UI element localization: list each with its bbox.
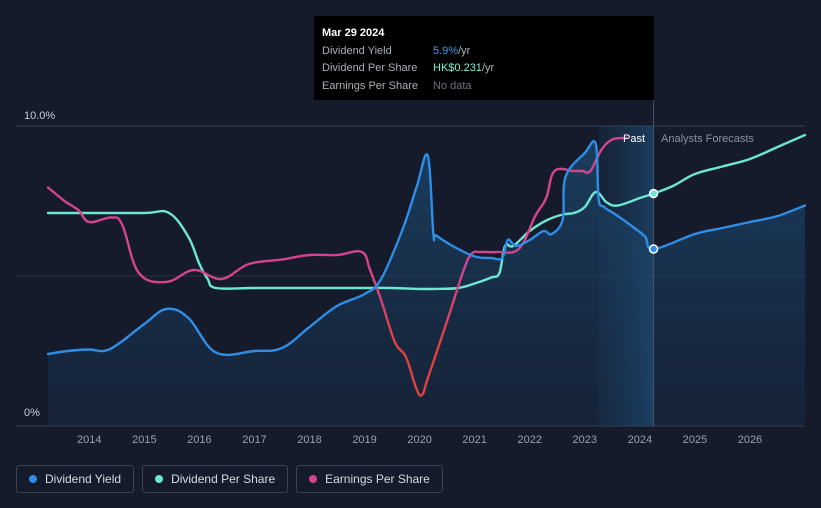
tooltip-value: 5.9% <box>433 44 459 57</box>
hover-markers <box>648 188 659 254</box>
tooltip-label: Dividend Per Share <box>322 62 418 74</box>
x-tick-label: 2015 <box>132 434 156 446</box>
legend-dividend-per-share[interactable]: Dividend Per Share <box>142 465 289 493</box>
past-region-shade <box>598 126 654 426</box>
marker-dividend-yield <box>648 244 659 254</box>
tooltip-label: Dividend Yield <box>322 44 392 57</box>
tooltip: Mar 29 2024 Dividend Yield 5.9% /yr Divi… <box>314 16 654 100</box>
tooltip-label: Earnings Per Share <box>322 79 418 92</box>
legend-label: Earnings Per Share <box>325 472 430 486</box>
legend-label: Dividend Yield <box>45 472 122 486</box>
tooltip-date: Mar 29 2024 <box>322 27 385 39</box>
tooltip-value: No data <box>433 79 472 92</box>
axis-labels: 10.0% 0% 2014 2015 2016 2017 2018 2019 2020 2021 2… <box>24 110 762 446</box>
x-tick-label: 2026 <box>738 434 762 446</box>
tooltip-row-earnings-per-share: Earnings Per Share No data <box>322 78 646 96</box>
legend-dividend-yield[interactable]: Dividend Yield <box>16 465 135 493</box>
x-tick-label: 2021 <box>462 434 486 446</box>
x-tick-label: 2023 <box>573 434 597 446</box>
series-line-dividend-yield <box>46 139 807 357</box>
x-tick-label: 2022 <box>517 434 541 446</box>
legend: Dividend Yield Dividend Per Share Earnin… <box>16 465 443 493</box>
x-tick-label: 2019 <box>352 434 376 446</box>
tooltip-row-dividend-yield: Dividend Yield 5.9% /yr <box>322 43 646 61</box>
x-tick-label: 2018 <box>297 434 321 446</box>
analysts-forecasts-label: Analysts Forecasts <box>661 133 754 145</box>
y-tick-label: 0% <box>24 407 40 419</box>
x-tick-label: 2024 <box>628 434 652 446</box>
legend-dot-icon <box>155 475 164 483</box>
marker-dividend-per-share <box>648 188 659 199</box>
series-line-earnings-per-share <box>46 136 628 397</box>
x-tick-label: 2025 <box>683 434 707 446</box>
tooltip-value: HK$0.231 <box>433 62 482 74</box>
y-tick-label: 10.0% <box>24 110 55 122</box>
past-label: Past <box>623 133 645 145</box>
x-tick-label: 2016 <box>187 434 211 446</box>
legend-label: Dividend Per Share <box>171 472 276 486</box>
x-tick-label: 2020 <box>407 434 431 446</box>
legend-earnings-per-share[interactable]: Earnings Per Share <box>296 465 443 493</box>
tooltip-row-dividend-per-share: Dividend Per Share HK$0.231 /yr <box>322 60 646 78</box>
x-tick-label: 2017 <box>242 434 266 446</box>
legend-dot-icon <box>309 475 318 483</box>
x-tick-label: 2014 <box>77 434 101 446</box>
tooltip-unit: /yr <box>481 62 495 74</box>
legend-dot-icon <box>29 475 37 483</box>
tooltip-unit: /yr <box>458 44 471 57</box>
